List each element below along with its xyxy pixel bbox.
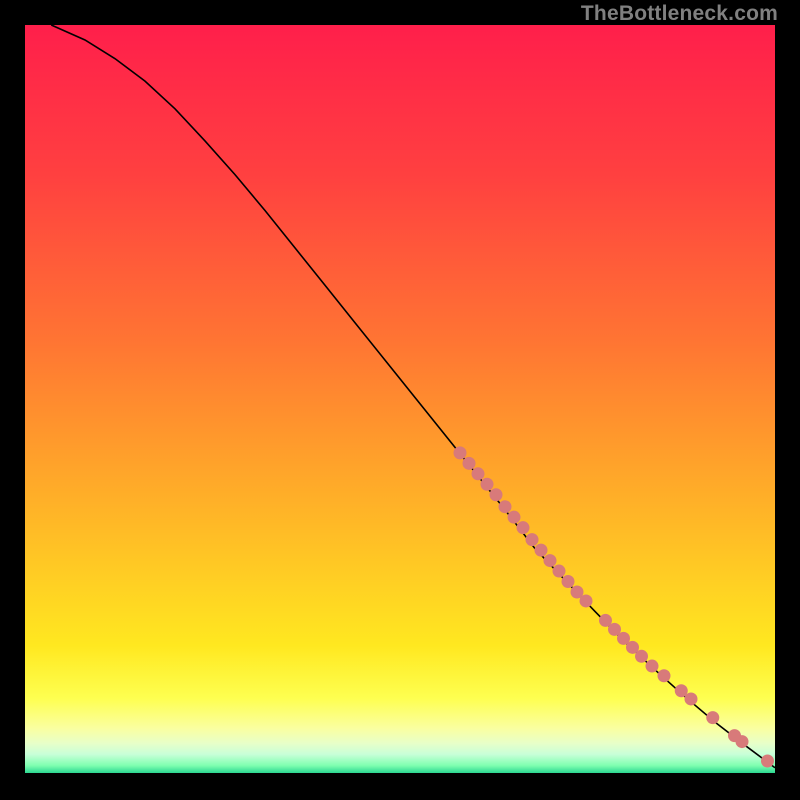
data-marker-small bbox=[763, 757, 772, 766]
data-marker bbox=[706, 711, 719, 724]
watermark-text: TheBottleneck.com bbox=[581, 2, 778, 26]
data-marker bbox=[685, 692, 698, 705]
data-marker bbox=[646, 660, 659, 673]
data-marker bbox=[526, 533, 539, 546]
chart-canvas bbox=[25, 25, 775, 773]
data-marker bbox=[635, 650, 648, 663]
data-marker bbox=[463, 457, 476, 470]
data-marker bbox=[508, 511, 521, 524]
data-marker bbox=[562, 575, 575, 588]
data-marker bbox=[535, 544, 548, 557]
curve-line bbox=[51, 25, 775, 768]
data-marker bbox=[553, 565, 566, 578]
data-marker bbox=[481, 478, 494, 491]
data-marker-small bbox=[730, 731, 739, 740]
data-marker bbox=[490, 488, 503, 501]
data-marker bbox=[580, 594, 593, 607]
data-marker bbox=[499, 500, 512, 513]
data-marker bbox=[544, 554, 557, 567]
data-marker bbox=[454, 446, 467, 459]
data-marker bbox=[658, 669, 671, 682]
data-marker-small bbox=[738, 737, 747, 746]
data-marker bbox=[517, 521, 530, 534]
data-marker bbox=[472, 467, 485, 480]
